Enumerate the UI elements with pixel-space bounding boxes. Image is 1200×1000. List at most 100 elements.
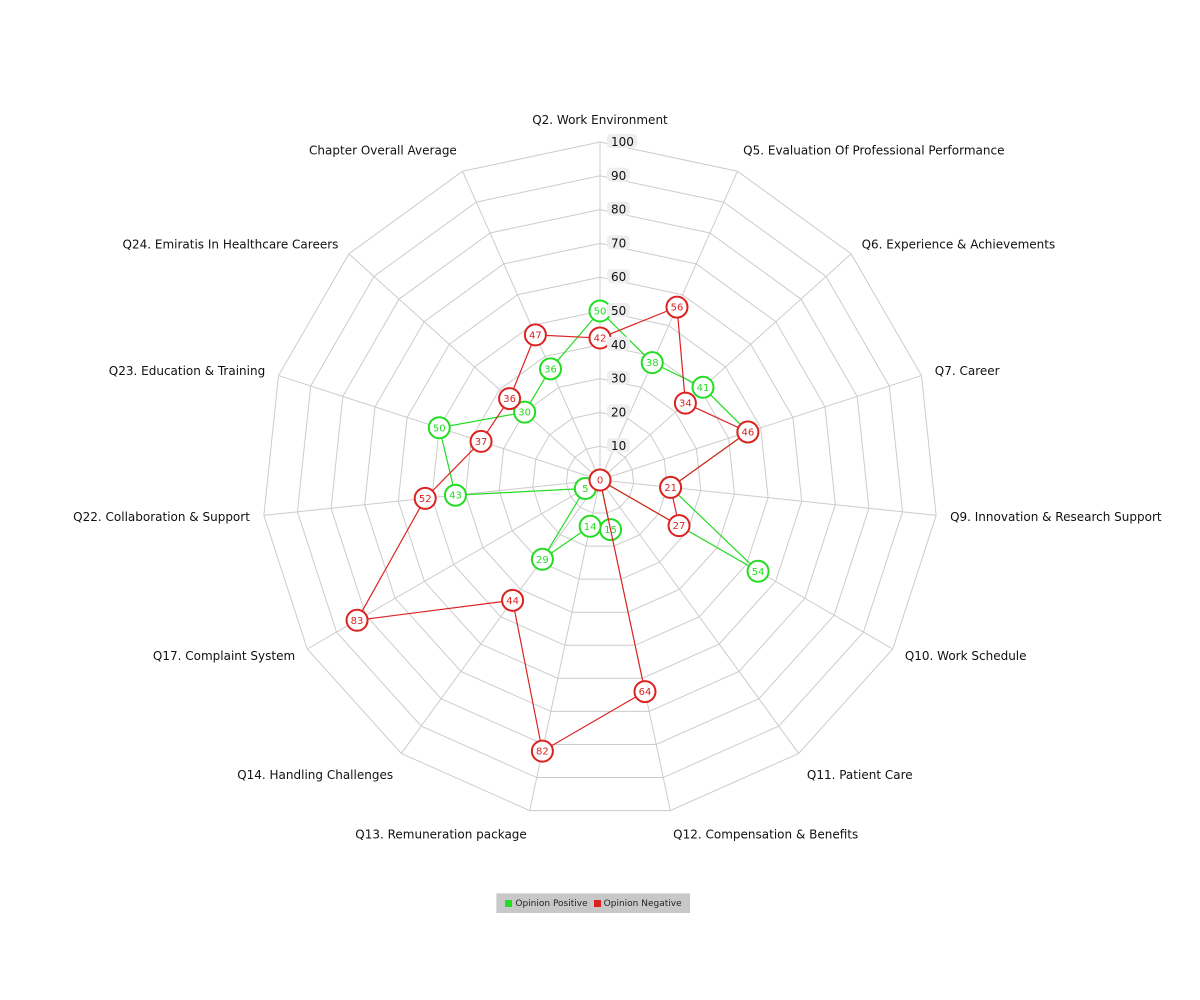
grid-spoke: [348, 253, 601, 481]
axis-label: Q13. Remuneration package: [355, 827, 527, 841]
series-line-opinion-negative: [355, 306, 750, 753]
data-point-opinion-positive[interactable]: 14: [578, 514, 602, 538]
legend-swatch-negative-icon: [593, 900, 601, 907]
data-point-opinion-negative[interactable]: 0: [588, 468, 612, 492]
data-point-opinion-negative[interactable]: 44: [501, 588, 525, 612]
data-point-opinion-negative[interactable]: 82: [530, 739, 554, 763]
data-point-opinion-positive[interactable]: 41: [691, 375, 715, 399]
grid-ring: [498, 378, 702, 580]
data-point-opinion-negative[interactable]: 56: [665, 295, 689, 319]
data-label: 46: [742, 427, 755, 438]
tick-label: 80: [611, 203, 626, 217]
data-label: 0: [597, 476, 603, 487]
data-label: 47: [529, 330, 542, 341]
axis-label: Q5. Evaluation Of Professional Performan…: [743, 143, 1004, 157]
data-label: 34: [679, 399, 692, 410]
axis-label: Q11. Patient Care: [807, 768, 913, 782]
data-marker: [530, 739, 554, 763]
data-label: 41: [697, 383, 710, 394]
axis-label: Chapter Overall Average: [309, 143, 457, 157]
tick-label-bg: [607, 438, 630, 453]
tick-label-bg: [607, 370, 630, 385]
legend: Opinion Positive Opinion Negative: [496, 893, 690, 913]
axis-label: Q6. Experience & Achievements: [862, 237, 1056, 251]
data-label: 50: [594, 307, 607, 318]
data-marker: [588, 468, 612, 492]
tick-label-bg: [607, 269, 630, 284]
data-marker: [530, 547, 554, 571]
tick-label: 50: [611, 304, 626, 318]
axis-label: Q9. Innovation & Research Support: [950, 510, 1162, 524]
data-marker: [427, 416, 451, 440]
data-point-opinion-positive[interactable]: 36: [539, 357, 563, 381]
data-marker: [443, 483, 467, 507]
legend-item-negative[interactable]: Opinion Negative: [593, 899, 682, 909]
data-label: 56: [671, 303, 684, 314]
tick-label: 20: [611, 405, 626, 419]
data-point-opinion-negative[interactable]: 64: [633, 680, 657, 704]
axis-label: Q10. Work Schedule: [905, 649, 1027, 663]
grid-ring: [330, 209, 870, 745]
radial-ticks: 10 20 30 40 50 60 70 80 90 100: [607, 134, 638, 453]
data-label: 30: [518, 408, 531, 419]
data-point-opinion-negative[interactable]: 27: [667, 514, 691, 538]
data-label: 44: [506, 596, 519, 607]
tick-label: 10: [611, 439, 626, 453]
grid-spoke: [599, 253, 852, 481]
grid-spoke: [599, 375, 922, 481]
data-point-opinion-negative[interactable]: 21: [659, 475, 683, 499]
data-point-opinion-positive[interactable]: 54: [746, 559, 770, 583]
data-point-opinion-negative[interactable]: 37: [469, 429, 493, 453]
data-marker: [413, 486, 437, 510]
tick-label: 60: [611, 270, 626, 284]
axis-label: Q2. Work Environment: [532, 113, 668, 127]
data-label: 64: [639, 687, 652, 698]
data-label: 42: [594, 334, 607, 345]
data-label: 5: [582, 484, 588, 495]
grid-ring: [431, 310, 769, 646]
data-label: 82: [536, 747, 549, 758]
data-point-opinion-negative[interactable]: 34: [673, 391, 697, 415]
data-marker: [691, 375, 715, 399]
data-marker: [469, 429, 493, 453]
data-marker: [498, 387, 522, 411]
data-marker: [539, 357, 563, 381]
grid-spoke: [599, 479, 800, 754]
grid-ring: [532, 411, 668, 547]
data-label: 38: [646, 358, 659, 369]
tick-label-bg: [607, 167, 630, 182]
data-marker: [523, 323, 547, 347]
tick-label-bg: [607, 201, 630, 216]
data-marker: [736, 420, 760, 444]
legend-swatch-positive-icon: [505, 900, 513, 907]
data-point-opinion-negative[interactable]: 47: [523, 323, 547, 347]
data-point-opinion-positive[interactable]: 50: [427, 416, 451, 440]
grid-ring: [296, 175, 904, 779]
data-point-opinion-positive[interactable]: 29: [530, 547, 554, 571]
tick-label: 30: [611, 372, 626, 386]
data-marker: [640, 351, 664, 375]
tick-label: 40: [611, 338, 626, 352]
tick-label-bg: [607, 336, 630, 351]
tick-label-bg: [607, 134, 638, 148]
data-point-opinion-negative[interactable]: 52: [413, 486, 437, 510]
axis-label: Q22. Collaboration & Support: [73, 510, 250, 524]
axis-label: Q12. Compensation & Benefits: [673, 827, 858, 841]
grid-spoke: [400, 479, 601, 754]
data-point-opinion-negative[interactable]: 83: [345, 608, 369, 632]
data-marker: [659, 475, 683, 499]
data-point-opinion-positive[interactable]: 38: [640, 351, 664, 375]
data-point-opinion-positive[interactable]: 43: [443, 483, 467, 507]
tick-label-bg: [607, 303, 630, 317]
legend-item-positive[interactable]: Opinion Positive: [505, 899, 588, 909]
data-marker: [665, 295, 689, 319]
grid-ring: [263, 141, 937, 812]
tick-label: 70: [611, 236, 626, 250]
data-marker: [633, 680, 657, 704]
data-label: 50: [433, 423, 446, 434]
data-point-opinion-negative[interactable]: 36: [498, 387, 522, 411]
data-label: 52: [419, 494, 432, 505]
data-label: 43: [449, 491, 462, 502]
data-point-opinion-positive[interactable]: 30: [513, 400, 537, 424]
data-point-opinion-negative[interactable]: 46: [736, 420, 760, 444]
